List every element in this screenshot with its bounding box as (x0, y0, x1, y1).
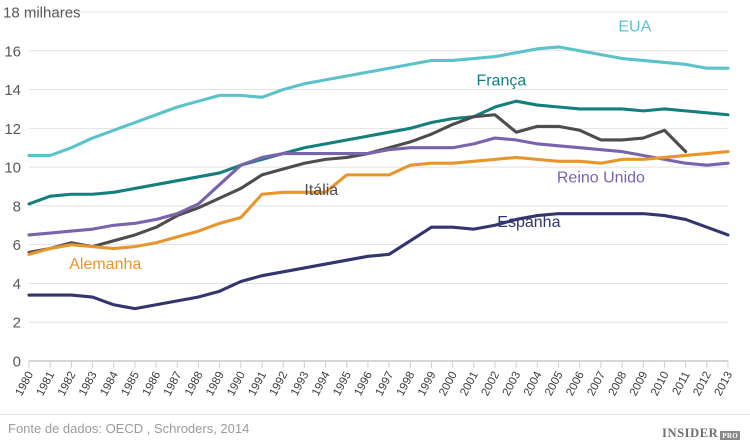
series-lines-group (27, 45, 730, 311)
y-axis-tick-label: 4 (13, 276, 21, 293)
data-source-caption: Fonte de dados: OECD , Schroders, 2014 (8, 421, 250, 436)
x-axis-tick-label: 2008 (607, 370, 630, 398)
x-axis-tick-label: 1983 (77, 370, 100, 398)
y-axis-labels: 0 2 4 6 8 10 12 14 16 18 milhares (3, 5, 81, 371)
x-axis-tick-label: 2003 (501, 370, 524, 398)
series-line-alemanha (27, 150, 730, 256)
series-line-eua (27, 45, 730, 158)
x-axis-tick-label: 2011 (671, 370, 693, 397)
x-axis-tick-label: 1984 (98, 369, 121, 398)
x-axis-tick-label: 1999 (416, 370, 439, 398)
x-axis-tick-label: 2007 (585, 370, 608, 398)
x-axis-tick-label: 1991 (247, 370, 270, 398)
x-axis-tick-label: 1985 (119, 370, 142, 398)
x-axis-tick-label: 1996 (352, 370, 375, 398)
x-axis-tick-label: 1990 (225, 370, 248, 398)
y-axis-tick-label: 0 (13, 354, 21, 371)
series-label-alemanha: Alemanha (69, 256, 141, 273)
insider-pro-logo: INSIDER PRO (662, 426, 740, 441)
y-axis-tick-label: 8 (13, 198, 21, 215)
footer-divider (0, 414, 750, 415)
series-line-reino-unido (27, 136, 730, 237)
x-axis-tick-label: 1993 (289, 370, 312, 398)
x-axis-tick-label: 2002 (480, 370, 503, 398)
series-labels-group: EUA França Itália Reino Unido Espanha Alemanh… (69, 18, 651, 273)
series-line-espanha (27, 212, 730, 311)
x-axis-tick-label: 2009 (628, 370, 651, 398)
series-line-franca (27, 99, 730, 206)
x-axis-tick-label: 2010 (649, 370, 672, 398)
x-axis-tick-label: 1980 (14, 370, 37, 398)
x-axis-tick-label: 2001 (458, 370, 481, 398)
x-axis-tick-label: 2012 (691, 370, 714, 398)
series-label-italia: Itália (304, 182, 338, 199)
series-line-italia (27, 113, 688, 254)
series-label-espanha: Espanha (497, 214, 560, 231)
x-axis-tick-label: 2005 (543, 370, 566, 398)
y-axis-tick-label: 12 (4, 121, 21, 138)
y-axis-tick-label: 6 (13, 237, 21, 254)
series-label-eua: EUA (618, 18, 651, 35)
series-label-reino-unido: Reino Unido (557, 170, 645, 187)
x-axis-tick-label: 1988 (183, 370, 206, 398)
x-axis-tick-label: 1986 (141, 370, 164, 398)
x-axis-tick-label: 2006 (564, 370, 587, 398)
x-axis-tick-label: 1997 (374, 370, 397, 398)
x-axis-tick-label: 1989 (204, 370, 227, 398)
y-axis-unit-label: 18 milhares (3, 5, 81, 22)
x-axis-tick-label: 1995 (331, 370, 354, 398)
y-axis-tick-label: 2 (13, 315, 21, 332)
series-label-franca: França (476, 73, 526, 90)
x-axis-tick-label: 1982 (56, 370, 79, 398)
brand-pro-badge: PRO (720, 431, 740, 440)
x-axis-tick-label: 1992 (268, 370, 291, 398)
x-axis-labels: 1980198119821983198419851986198719881989… (14, 361, 736, 398)
y-axis-tick-label: 14 (4, 82, 21, 99)
x-axis-tick-label: 2000 (437, 370, 460, 398)
x-axis-tick-label: 2004 (522, 369, 545, 398)
brand-name-text: INSIDER (662, 426, 719, 440)
y-axis-tick-label: 10 (4, 160, 21, 177)
x-axis-tick-label: 1998 (395, 370, 418, 398)
x-axis-tick-label: 1994 (310, 369, 333, 398)
x-axis-tick-label: 1981 (35, 370, 58, 398)
x-axis-tick-label: 2013 (713, 370, 736, 398)
x-axis-tick-label: 1987 (162, 370, 185, 398)
y-axis-tick-label: 16 (4, 43, 21, 60)
